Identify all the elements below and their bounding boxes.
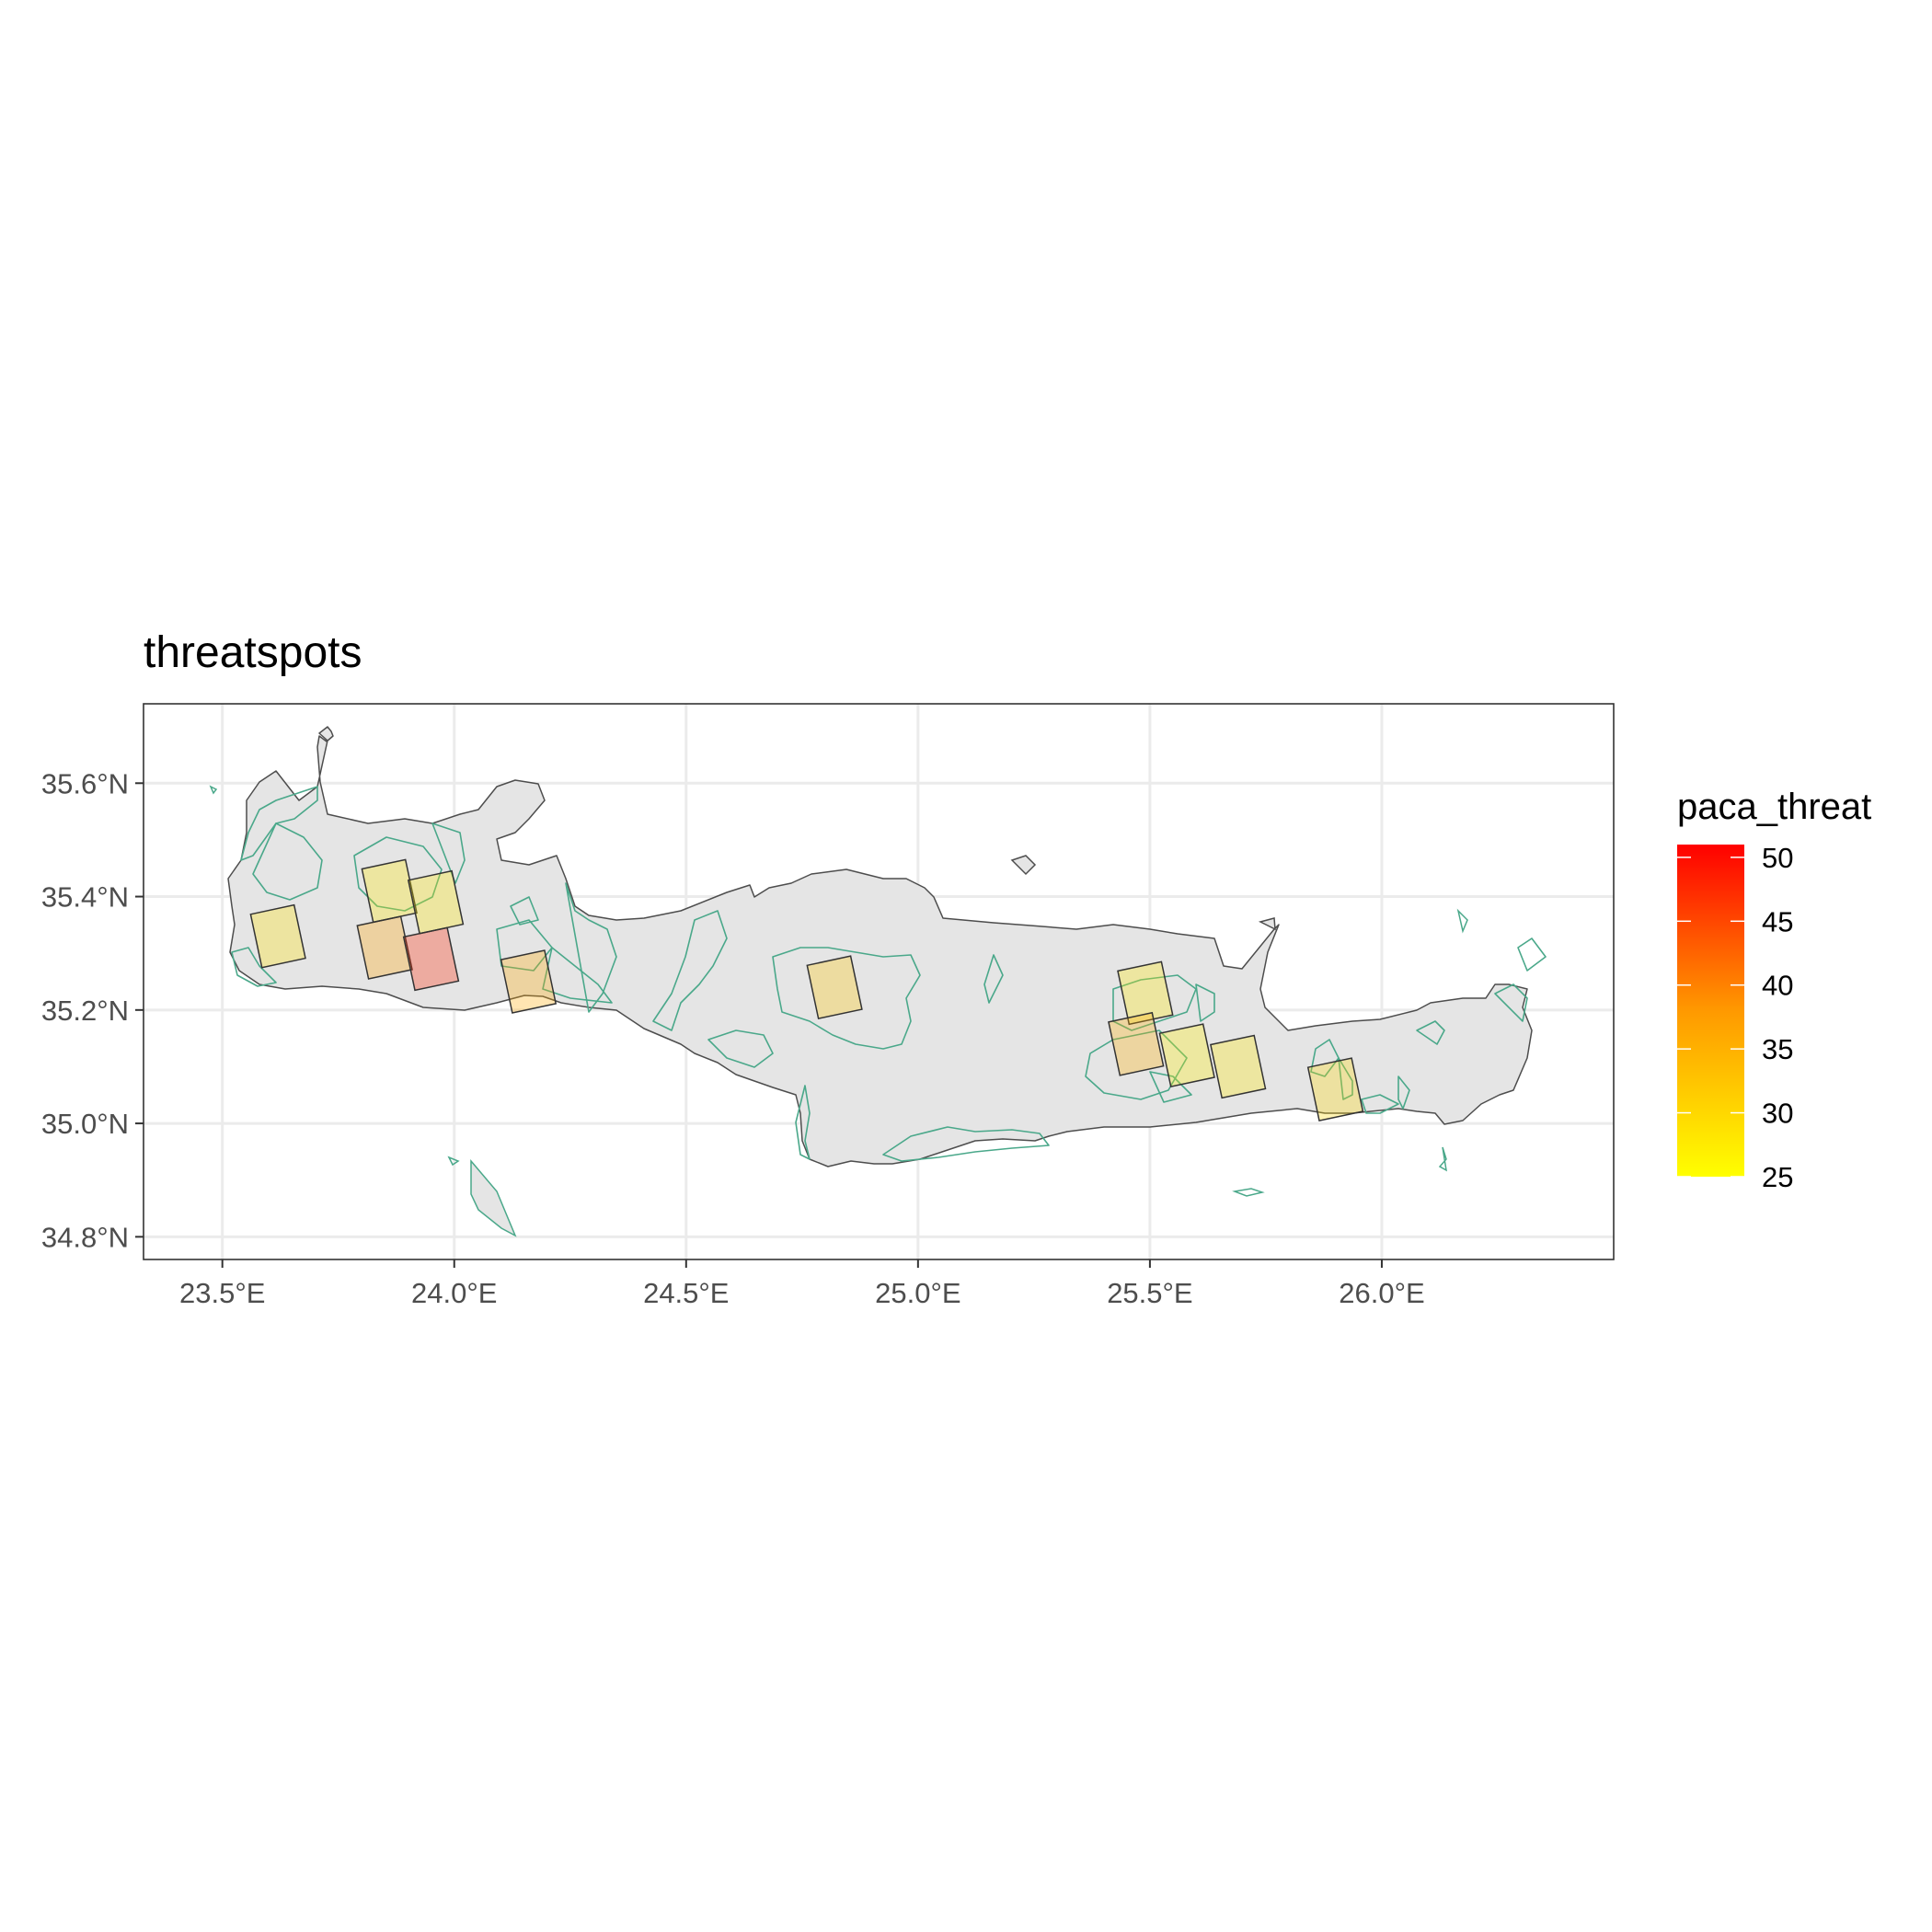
legend-tick-label: 45 — [1762, 905, 1793, 937]
y-tick-label: 34.8°N — [41, 1221, 129, 1253]
legend-tick-label: 35 — [1762, 1033, 1793, 1065]
legend-tick-label: 50 — [1762, 842, 1793, 874]
x-tick-label: 24.0°E — [411, 1277, 497, 1309]
legend-tick-label: 30 — [1762, 1098, 1793, 1130]
x-tick-label: 25.0°E — [875, 1277, 960, 1309]
legend-colorbar — [1677, 845, 1744, 1177]
y-axis: 35.6°N 35.4°N 35.2°N 35.0°N 34.8°N — [41, 767, 144, 1253]
legend: paca_threat 50 45 40 35 30 25 — [1677, 787, 1871, 1193]
legend-tick-label: 40 — [1762, 970, 1793, 1002]
legend-title: paca_threat — [1677, 787, 1871, 827]
legend-tick-label: 25 — [1762, 1161, 1793, 1193]
y-tick-label: 35.2°N — [41, 995, 129, 1027]
x-tick-label: 25.5°E — [1107, 1277, 1192, 1309]
y-tick-label: 35.6°N — [41, 767, 129, 799]
x-tick-label: 26.0°E — [1339, 1277, 1424, 1309]
x-axis: 23.5°E 24.0°E 24.5°E 25.0°E 25.5°E 26.0°E — [179, 1259, 1425, 1309]
chart-title: threatspots — [144, 628, 362, 677]
x-tick-label: 24.5°E — [643, 1277, 729, 1309]
y-tick-label: 35.4°N — [41, 881, 129, 914]
x-tick-label: 23.5°E — [179, 1277, 265, 1309]
y-tick-label: 35.0°N — [41, 1108, 129, 1140]
